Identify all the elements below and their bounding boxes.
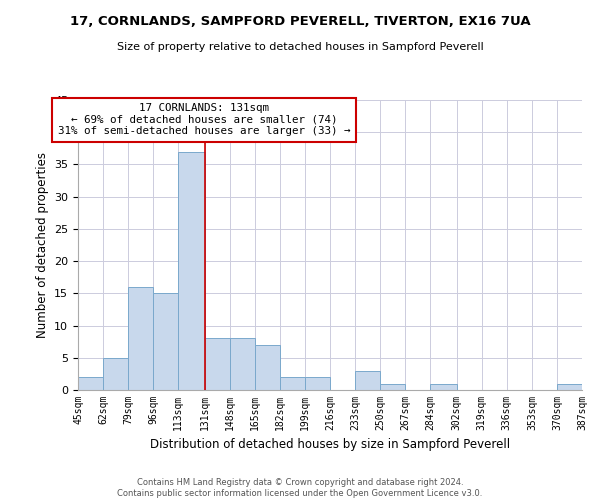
Bar bbox=[305, 377, 330, 390]
Bar bbox=[230, 338, 255, 390]
X-axis label: Distribution of detached houses by size in Sampford Peverell: Distribution of detached houses by size … bbox=[150, 438, 510, 452]
Text: 17 CORNLANDS: 131sqm
← 69% of detached houses are smaller (74)
31% of semi-detac: 17 CORNLANDS: 131sqm ← 69% of detached h… bbox=[58, 103, 350, 136]
Bar bbox=[205, 338, 230, 390]
Text: 17, CORNLANDS, SAMPFORD PEVERELL, TIVERTON, EX16 7UA: 17, CORNLANDS, SAMPFORD PEVERELL, TIVERT… bbox=[70, 15, 530, 28]
Text: Size of property relative to detached houses in Sampford Peverell: Size of property relative to detached ho… bbox=[116, 42, 484, 52]
Bar bbox=[78, 377, 103, 390]
Bar bbox=[255, 345, 280, 390]
Y-axis label: Number of detached properties: Number of detached properties bbox=[35, 152, 49, 338]
Bar bbox=[380, 384, 405, 390]
Bar bbox=[430, 384, 457, 390]
Bar bbox=[128, 287, 153, 390]
Text: Contains HM Land Registry data © Crown copyright and database right 2024.
Contai: Contains HM Land Registry data © Crown c… bbox=[118, 478, 482, 498]
Bar bbox=[103, 358, 128, 390]
Bar bbox=[355, 370, 380, 390]
Bar bbox=[153, 294, 178, 390]
Bar bbox=[557, 384, 582, 390]
Bar bbox=[178, 152, 205, 390]
Bar bbox=[280, 377, 305, 390]
